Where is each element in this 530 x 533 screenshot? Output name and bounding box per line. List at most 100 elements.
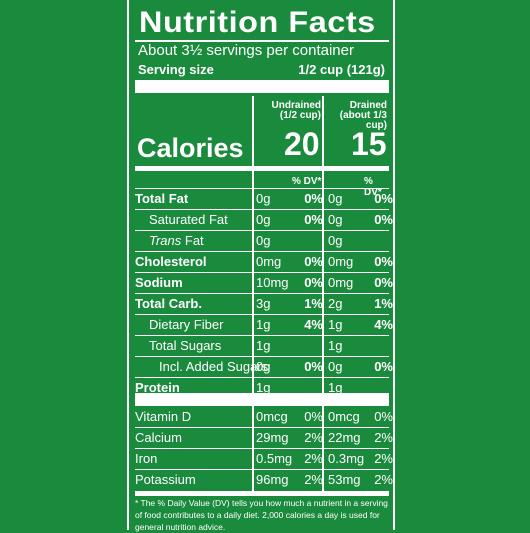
row-divider bbox=[135, 469, 389, 470]
amount-drained: 0mg bbox=[328, 275, 354, 290]
row-divider bbox=[135, 293, 389, 294]
servings-per-container: About 3½ servings per container bbox=[138, 42, 354, 59]
amount-drained: 1g bbox=[328, 317, 343, 332]
col2-header: Drained (about 1/3 cup) bbox=[321, 101, 387, 131]
nutrient-label: Total Fat bbox=[135, 191, 189, 206]
calories-label: Calories bbox=[137, 133, 244, 163]
row-vitamin-d: Vitamin D 0mcg 0% 0mcg 0% bbox=[135, 407, 393, 428]
thick-divider bbox=[135, 80, 389, 93]
column-separator bbox=[252, 406, 254, 491]
footnote: * The % Daily Value (DV) tells you how m… bbox=[135, 498, 388, 532]
row-divider bbox=[135, 314, 389, 315]
thick-divider bbox=[135, 393, 389, 406]
dv-drained: 0% bbox=[374, 212, 393, 227]
row-divider bbox=[135, 251, 389, 252]
amount-undrained: 3g bbox=[256, 296, 271, 311]
row-total-fat: Total Fat 0g 0% 0g 0% bbox=[135, 189, 393, 210]
amount-drained: 1g bbox=[328, 380, 343, 395]
calories-divider bbox=[135, 166, 389, 171]
dv-undrained: 2% bbox=[304, 472, 323, 487]
col2-header-line1: Drained bbox=[349, 100, 387, 111]
dv-drained: 0% bbox=[374, 191, 393, 206]
amount-undrained: 1g bbox=[256, 380, 271, 395]
dv-undrained: 0% bbox=[304, 191, 323, 206]
row-divider bbox=[135, 356, 389, 357]
nutrient-label: Potassium bbox=[135, 472, 196, 487]
amount-undrained: 96mg bbox=[256, 472, 289, 487]
nutrient-label: Total Carb. bbox=[135, 296, 202, 311]
dv-drained: 1% bbox=[374, 296, 393, 311]
col1-header-line2: (1/2 cup) bbox=[279, 110, 321, 121]
dv-undrained: 0% bbox=[304, 359, 323, 374]
amount-undrained: 29mg bbox=[256, 430, 289, 445]
col1-header-line1: Undrained bbox=[271, 100, 321, 111]
dv-label-2: % DV* bbox=[364, 176, 382, 198]
amount-drained: 2g bbox=[328, 296, 343, 311]
col1-header: Undrained (1/2 cup) bbox=[259, 101, 321, 121]
nutrient-label: Cholesterol bbox=[135, 254, 207, 269]
nutrient-label: Calcium bbox=[135, 430, 182, 445]
row-calcium: Calcium 29mg 2% 22mg 2% bbox=[135, 428, 393, 449]
amount-drained: 0mg bbox=[328, 254, 354, 269]
row-dietary-fiber: Dietary Fiber 1g 4% 1g 4% bbox=[135, 315, 393, 336]
dv-drained: 4% bbox=[374, 317, 393, 332]
dv-undrained: 2% bbox=[304, 451, 323, 466]
nutrition-title: Nutrition Facts bbox=[139, 6, 376, 39]
dv-drained: 0% bbox=[374, 409, 393, 424]
row-divider bbox=[135, 427, 389, 428]
dv-undrained: 0% bbox=[304, 254, 323, 269]
nutrient-label: Sodium bbox=[135, 275, 183, 290]
divider bbox=[135, 40, 389, 42]
row-divider bbox=[135, 335, 389, 336]
nutrient-label: Vitamin D bbox=[135, 409, 192, 424]
amount-undrained: 0g bbox=[256, 359, 271, 374]
row-total-sugars: Total Sugars 1g 1g bbox=[135, 336, 389, 357]
dv-undrained: 0% bbox=[304, 275, 323, 290]
footnote-divider bbox=[135, 491, 389, 496]
column-separator bbox=[252, 171, 254, 393]
amount-undrained: 1g bbox=[256, 317, 271, 332]
row-divider bbox=[135, 448, 389, 449]
dv-drained: 2% bbox=[374, 472, 393, 487]
row-saturated-fat: Saturated Fat 0g 0% 0g 0% bbox=[135, 210, 393, 231]
row-sodium: Sodium 10mg 0% 0mg 0% bbox=[135, 273, 393, 294]
row-divider bbox=[135, 377, 389, 378]
row-divider bbox=[135, 230, 389, 231]
amount-undrained: 0.5mg bbox=[256, 451, 293, 466]
row-potassium: Potassium 96mg 2% 53mg 2% bbox=[135, 470, 393, 491]
dv-undrained: 1% bbox=[304, 296, 323, 311]
column-separator bbox=[322, 171, 324, 393]
serving-size-label: Serving size bbox=[138, 62, 214, 77]
col2-header-line2: (about 1/3 cup) bbox=[339, 110, 387, 131]
column-separator bbox=[252, 96, 254, 166]
amount-drained: 0g bbox=[328, 359, 343, 374]
row-protein: Protein 1g 1g bbox=[135, 378, 389, 399]
dv-label-1: % DV* bbox=[292, 176, 322, 187]
dv-drained: 2% bbox=[374, 430, 393, 445]
dv-undrained: 4% bbox=[304, 317, 323, 332]
nutrient-label: Dietary Fiber bbox=[149, 317, 224, 332]
amount-drained: 0.3mg bbox=[328, 451, 365, 466]
amount-drained: 0g bbox=[328, 191, 343, 206]
nutrient-label: Incl. Added Sugars bbox=[159, 359, 269, 374]
amount-drained: 22mg bbox=[328, 430, 361, 445]
nutrition-facts-panel: Nutrition Facts About 3½ servings per co… bbox=[127, 0, 395, 532]
amount-undrained: 0mg bbox=[256, 254, 282, 269]
nutrient-label: Iron bbox=[135, 451, 158, 466]
dv-undrained: 0% bbox=[304, 409, 323, 424]
amount-drained: 1g bbox=[328, 338, 343, 353]
amount-undrained: 0g bbox=[256, 233, 271, 248]
trans-italic: Trans bbox=[149, 233, 182, 248]
row-total-carb: Total Carb. 3g 1% 2g 1% bbox=[135, 294, 393, 315]
trans-suffix: Fat bbox=[181, 233, 204, 248]
amount-drained: 0g bbox=[328, 212, 343, 227]
row-iron: Iron 0.5mg 2% 0.3mg 2% bbox=[135, 449, 393, 470]
dv-undrained: 2% bbox=[304, 430, 323, 445]
serving-size-value: 1/2 cup (121g) bbox=[298, 62, 385, 77]
dv-drained: 2% bbox=[374, 451, 393, 466]
calories-undrained: 20 bbox=[284, 126, 320, 162]
nutrient-label: Saturated Fat bbox=[149, 212, 228, 227]
dv-undrained: 0% bbox=[304, 212, 323, 227]
column-separator bbox=[322, 96, 324, 166]
row-divider bbox=[135, 188, 389, 189]
